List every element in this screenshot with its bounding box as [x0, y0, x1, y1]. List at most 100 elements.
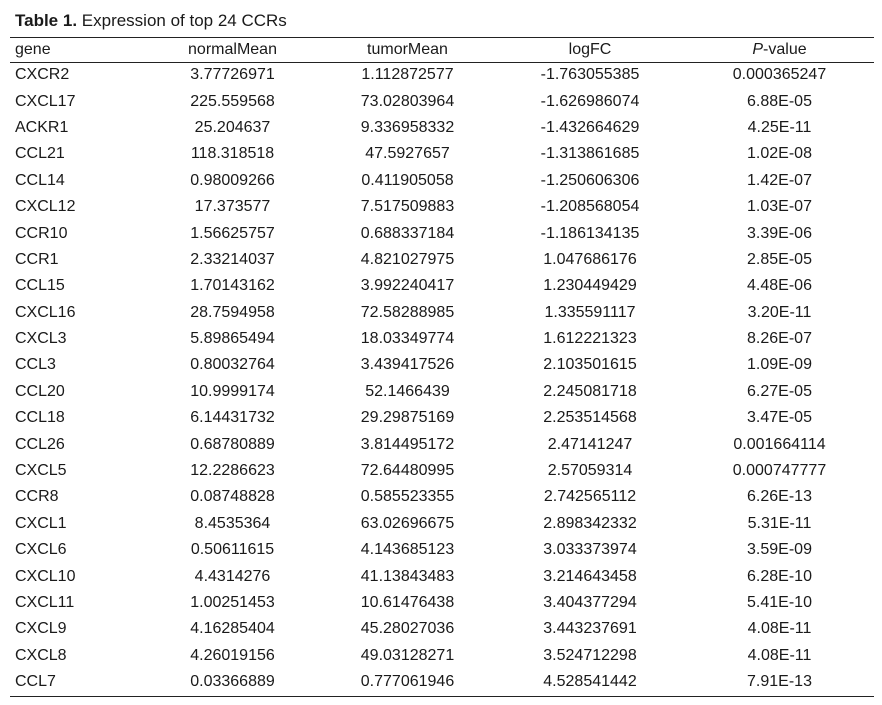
- cell-gene: CXCL8: [15, 646, 67, 664]
- header-tumor-mean: tumorMean: [367, 41, 448, 58]
- header-logfc: logFC: [568, 41, 612, 58]
- table-header-row: gene normalMean tumorMean logFC P-value: [10, 38, 874, 62]
- cell-logfc: 2.898342332: [543, 514, 637, 532]
- cell-gene: CCR8: [15, 488, 59, 506]
- cell-gene: CXCR2: [15, 66, 70, 84]
- header-gene: gene: [15, 41, 51, 58]
- cell-p-value: 0.001664114: [733, 435, 826, 453]
- cell-p-value: 5.41E-10: [747, 594, 812, 611]
- cell-normal-mean: 0.50611615: [190, 541, 275, 559]
- table-row: CCL26 0.68780889 3.814495172 2.47141247 0.00…: [10, 431, 874, 457]
- cell-p-value: 4.48E-06: [747, 277, 812, 295]
- cell-logfc: -1.208568054: [540, 198, 640, 216]
- table-top-rule: [10, 37, 874, 38]
- cell-p-value: 3.59E-09: [747, 541, 812, 559]
- table-caption-text: Expression of top 24 CCRs: [77, 11, 287, 30]
- cell-logfc: -1.763055385: [540, 66, 640, 84]
- header-normal-mean: normalMean: [188, 41, 277, 58]
- cell-p-value: 4.08E-11: [747, 646, 812, 664]
- cell-tumor-mean: 72.58288985: [360, 303, 455, 321]
- cell-p-value: 4.25E-11: [747, 118, 812, 136]
- table-row: CXCL8 4.26019156 49.03128271 3.524712298 4.0…: [10, 643, 874, 669]
- cell-tumor-mean: 10.61476438: [360, 594, 455, 611]
- cell-normal-mean: 225.559568: [190, 92, 275, 110]
- table-row: CXCL1 8.4535364 63.02696675 2.898342332 5.31…: [10, 511, 874, 537]
- cell-logfc: 3.524712298: [543, 646, 637, 664]
- cell-logfc: 2.47141247: [547, 435, 633, 453]
- table-row: CXCL16 28.7594958 72.58288985 1.335591117 3.…: [10, 300, 874, 326]
- cell-logfc: -1.186134135: [540, 224, 640, 242]
- cell-normal-mean: 28.7594958: [190, 303, 275, 321]
- table-row: CXCR2 3.77726971 1.112872577 -1.763055385 0.…: [10, 62, 874, 88]
- cell-p-value: 0.000365247: [732, 66, 827, 84]
- cell-logfc: 1.047686176: [543, 250, 637, 268]
- cell-gene: CCL3: [15, 356, 56, 374]
- cell-logfc: 2.245081718: [543, 382, 637, 400]
- table-row: CCR8 0.08748828 0.585523355 2.742565112 6.26…: [10, 484, 874, 510]
- cell-normal-mean: 10.9999174: [190, 382, 275, 400]
- table-body: CXCR2 3.77726971 1.112872577 -1.763055385 0.…: [10, 62, 874, 695]
- cell-gene: CXCL6: [15, 541, 67, 559]
- cell-gene: CCL26: [15, 435, 65, 453]
- table-row: CXCL17 225.559568 73.02803964 -1.626986074 6…: [10, 88, 874, 114]
- table-row: CXCL6 0.50611615 4.143685123 3.033373974 3.5…: [10, 537, 874, 563]
- cell-p-value: 4.08E-11: [747, 620, 812, 638]
- cell-p-value: 2.85E-05: [747, 250, 812, 268]
- table-row: CXCL5 12.2286623 72.64480995 2.57059314 0.00…: [10, 458, 874, 484]
- cell-normal-mean: 1.56625757: [190, 224, 275, 242]
- cell-p-value: 6.28E-10: [747, 567, 812, 585]
- table-header-rule: [10, 62, 874, 63]
- cell-tumor-mean: 0.411905058: [361, 171, 454, 189]
- cell-logfc: 2.103501615: [543, 356, 637, 374]
- cell-p-value: 3.20E-11: [747, 303, 812, 321]
- cell-gene: CCL15: [15, 277, 65, 295]
- cell-normal-mean: 0.68780889: [190, 435, 275, 453]
- cell-gene: CCR10: [15, 224, 68, 242]
- cell-logfc: 3.443237691: [543, 620, 637, 638]
- table-row: CCL14 0.98009266 0.411905058 -1.250606306 1.…: [10, 168, 874, 194]
- cell-gene: CXCL17: [15, 92, 76, 110]
- cell-gene: CXCL1: [15, 514, 67, 532]
- table-row: CCL7 0.03366889 0.777061946 4.528541442 7.91…: [10, 669, 874, 695]
- cell-gene: CXCL11: [15, 594, 75, 611]
- cell-p-value: 1.02E-08: [747, 145, 812, 163]
- cell-logfc: 1.335591117: [544, 303, 636, 321]
- cell-logfc: 3.214643458: [543, 567, 637, 585]
- table-caption: Table 1. Expression of top 24 CCRs: [15, 10, 287, 32]
- table-bottom-rule: [10, 696, 874, 697]
- table-row: CCL15 1.70143162 3.992240417 1.230449429 4.4…: [10, 273, 874, 299]
- cell-gene: CCL20: [15, 382, 65, 400]
- cell-gene: CXCL9: [15, 620, 67, 638]
- cell-gene: CXCL12: [15, 198, 76, 216]
- cell-tumor-mean: 4.143685123: [360, 541, 455, 559]
- cell-logfc: 2.57059314: [547, 462, 633, 480]
- table-caption-label: Table 1.: [15, 11, 78, 30]
- cell-logfc: 3.033373974: [543, 541, 637, 559]
- cell-p-value: 0.000747777: [732, 462, 827, 480]
- cell-tumor-mean: 0.777061946: [360, 673, 455, 691]
- cell-p-value: 6.27E-05: [747, 382, 812, 400]
- cell-p-value: 6.88E-05: [747, 92, 812, 110]
- cell-gene: CCL7: [15, 673, 56, 691]
- cell-tumor-mean: 0.688337184: [360, 224, 455, 242]
- cell-normal-mean: 0.03366889: [190, 673, 275, 691]
- cell-tumor-mean: 3.814495172: [360, 435, 455, 453]
- cell-tumor-mean: 3.439417526: [360, 356, 455, 374]
- cell-normal-mean: 8.4535364: [194, 514, 271, 532]
- table-row: CXCL9 4.16285404 45.28027036 3.443237691 4.0…: [10, 616, 874, 642]
- cell-normal-mean: 118.318518: [190, 145, 275, 163]
- cell-normal-mean: 4.4314276: [194, 567, 271, 585]
- cell-gene: CXCL5: [15, 462, 67, 480]
- cell-normal-mean: 3.77726971: [190, 66, 275, 84]
- cell-logfc: 3.404377294: [543, 594, 637, 611]
- cell-normal-mean: 1.00251453: [190, 594, 275, 611]
- cell-p-value: 3.39E-06: [747, 224, 812, 242]
- cell-logfc: 1.612221323: [543, 330, 637, 348]
- cell-logfc: -1.250606306: [540, 171, 640, 189]
- cell-tumor-mean: 73.02803964: [360, 92, 455, 110]
- table-row: CCL18 6.14431732 29.29875169 2.253514568 3.4…: [10, 405, 874, 431]
- cell-tumor-mean: 3.992240417: [360, 277, 455, 295]
- cell-p-value: 3.47E-05: [747, 409, 812, 427]
- cell-p-value: 1.42E-07: [747, 171, 812, 189]
- header-p-value: P-value: [685, 38, 874, 62]
